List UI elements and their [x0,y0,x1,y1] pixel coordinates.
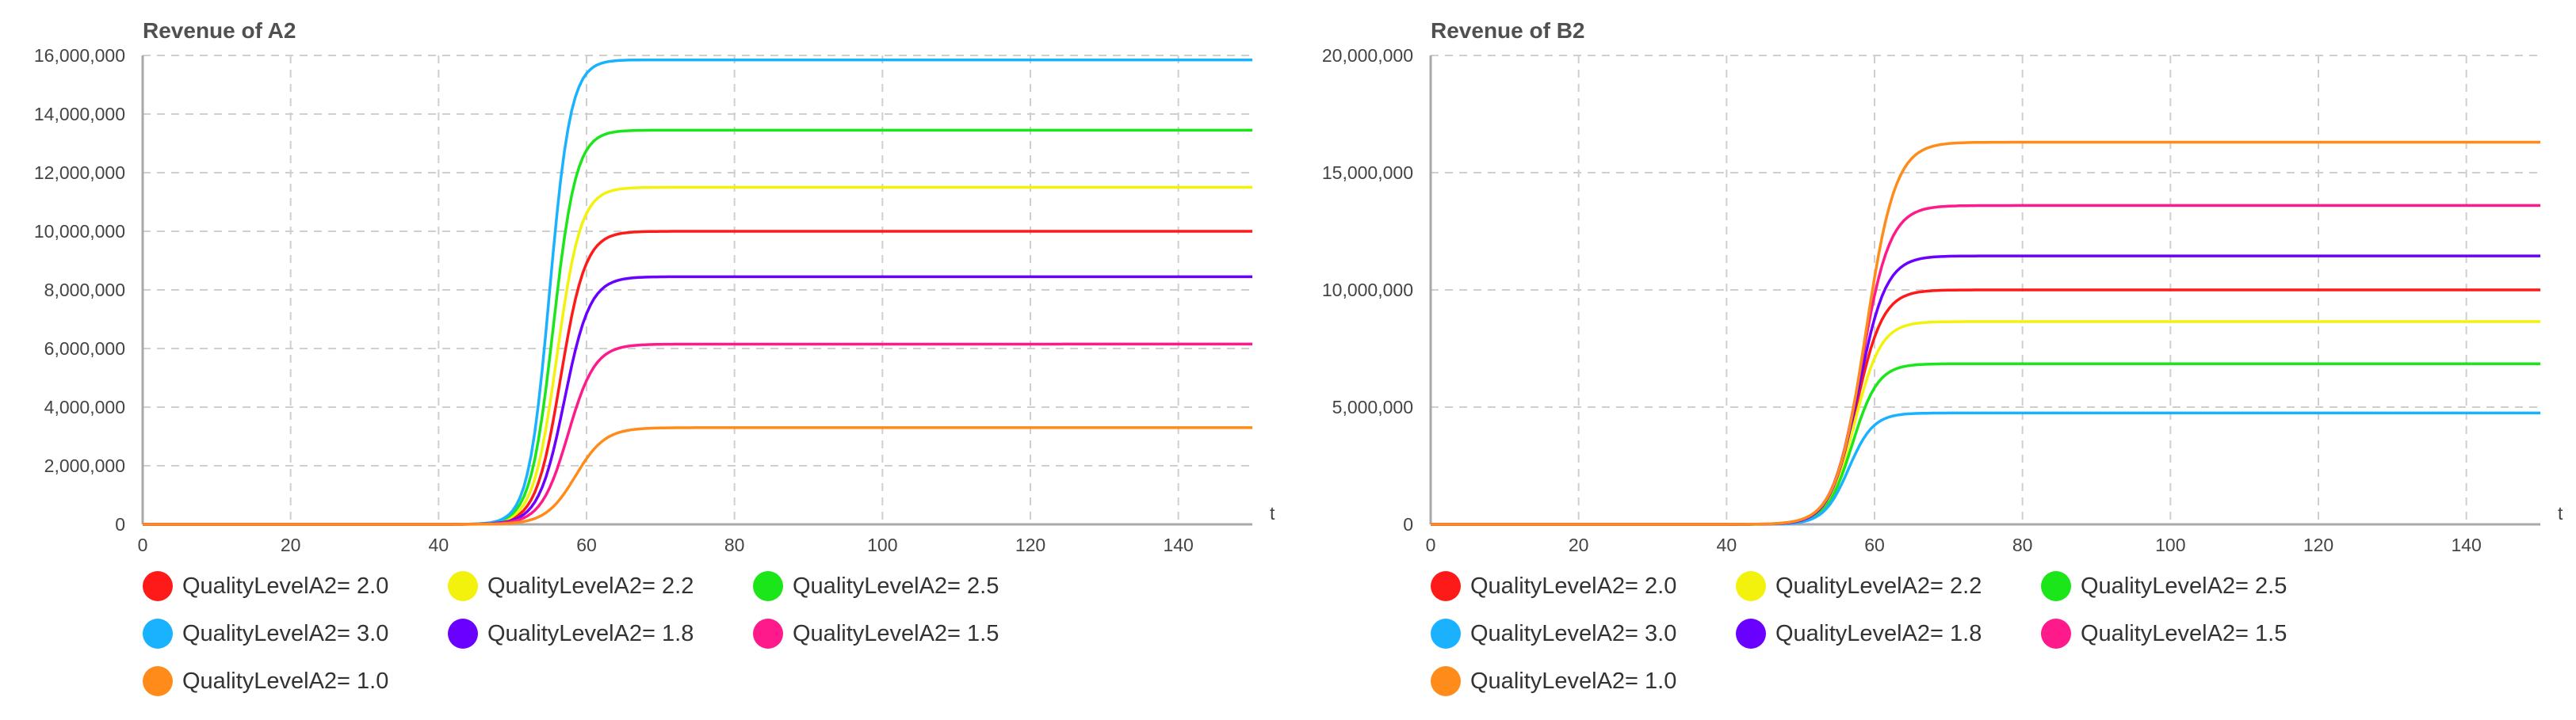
legend-item[interactable]: QualityLevelA2= 1.8 [1736,616,1982,651]
x-tick-label: 100 [2155,535,2185,555]
y-tick-label: 0 [115,514,125,535]
series-line-a2-2 [143,185,1252,526]
y-tick-label: 10,000,000 [34,221,125,242]
legend-item[interactable]: QualityLevelA2= 2.0 [143,569,388,604]
x-tick-label: 20 [1569,535,1589,555]
y-tick-label: 16,000,000 [34,45,125,66]
legend-label: QualityLevelA2= 1.5 [793,620,999,646]
legend-color-dot-icon [753,619,783,649]
legend-item[interactable]: QualityLevelA2= 3.0 [1431,616,1676,651]
y-tick-label: 12,000,000 [34,162,125,183]
series-line-a2-5 [143,275,1252,526]
series-line-b2-7 [1431,140,2540,526]
revenue-b2-legend: QualityLevelA2= 2.0 QualityLevelA2= 2.2 Qu… [1431,569,2540,711]
legend-item[interactable]: QualityLevelA2= 2.2 [1736,569,1982,604]
legend-label: QualityLevelA2= 1.0 [1470,668,1677,694]
legend-item[interactable]: QualityLevelA2= 2.5 [753,569,999,604]
legend-label: QualityLevelA2= 3.0 [182,620,389,646]
y-tick-label: 14,000,000 [34,104,125,124]
chart-title: Revenue of B2 [1431,18,1585,43]
legend-color-dot-icon [1431,571,1461,601]
y-tick-label: 0 [1403,514,1413,535]
y-tick-label: 15,000,000 [1322,162,1413,183]
legend-color-dot-icon [2041,619,2071,649]
legend-item[interactable]: QualityLevelA2= 3.0 [143,616,388,651]
legend-color-dot-icon [448,619,478,649]
legend-label: QualityLevelA2= 2.0 [182,573,389,599]
legend-item[interactable]: QualityLevelA2= 1.8 [448,616,694,651]
legend-color-dot-icon [1431,619,1461,649]
series-line-b2-4 [1431,411,2540,526]
y-tick-label: 6,000,000 [44,338,125,359]
revenue-b2-chart: Revenue of B2 0 20 40 60 80 100 120 140 0 5,000,00… [1322,18,2563,555]
x-tick-label: 40 [1717,535,1737,555]
series-line-a2-1 [143,230,1252,526]
legend-color-dot-icon [1736,619,1766,649]
y-tick-label: 8,000,000 [44,280,125,300]
x-axis-label: t [1270,503,1275,524]
x-tick-label: 140 [2451,535,2481,555]
y-tick-label: 20,000,000 [1322,45,1413,66]
legend-color-dot-icon [448,571,478,601]
x-tick-label: 80 [2012,535,2033,555]
legend-color-dot-icon [143,571,173,601]
series-line-a2-7 [143,426,1252,526]
x-axis-label: t [2558,503,2563,524]
series-line-a2-6 [143,342,1252,526]
legend-label: QualityLevelA2= 2.5 [2081,573,2287,599]
revenue-a2-legend: QualityLevelA2= 2.0 QualityLevelA2= 2.2 Qu… [143,569,1252,711]
legend-color-dot-icon [1431,666,1461,696]
x-tick-label: 120 [1015,535,1045,555]
x-tick-label: 60 [576,535,597,555]
x-tick-label: 60 [1864,535,1885,555]
legend-label: QualityLevelA2= 1.5 [2081,620,2287,646]
legend-label: QualityLevelA2= 2.2 [487,573,694,599]
legend-item[interactable]: QualityLevelA2= 1.5 [2041,616,2287,651]
x-tick-label: 0 [1426,535,1436,555]
y-tick-label: 5,000,000 [1332,397,1413,417]
legend-label: QualityLevelA2= 3.0 [1470,620,1677,646]
legend-label: QualityLevelA2= 2.5 [793,573,999,599]
x-tick-label: 120 [2303,535,2333,555]
series-line-b2-3 [1431,362,2540,526]
x-tick-label: 0 [138,535,148,555]
legend-label: QualityLevelA2= 2.2 [1775,573,1982,599]
legend-item[interactable]: QualityLevelA2= 1.5 [753,616,999,651]
y-tick-label: 2,000,000 [44,455,125,476]
y-tick-label: 10,000,000 [1322,280,1413,300]
legend-item[interactable]: QualityLevelA2= 1.0 [1431,664,1676,699]
x-tick-label: 140 [1163,535,1193,555]
legend-label: QualityLevelA2= 1.8 [487,620,694,646]
legend-color-dot-icon [753,571,783,601]
legend-item[interactable]: QualityLevelA2= 2.0 [1431,569,1676,604]
chart-title: Revenue of A2 [143,18,296,43]
legend-label: QualityLevelA2= 1.8 [1775,620,1982,646]
legend-label: QualityLevelA2= 1.0 [182,668,389,694]
legend-color-dot-icon [143,619,173,649]
legend-item[interactable]: QualityLevelA2= 1.0 [143,664,388,699]
legend-item[interactable]: QualityLevelA2= 2.2 [448,569,694,604]
revenue-b2-chart-panel: Revenue of B2 0 20 40 60 80 100 120 140 0 5,000,00… [1288,0,2576,720]
legend-item[interactable]: QualityLevelA2= 2.5 [2041,569,2287,604]
legend-color-dot-icon [1736,571,1766,601]
revenue-a2-chart: Revenue of A2 0 20 40 60 80 100 120 140 0 2,000,00… [34,18,1275,555]
legend-color-dot-icon [143,666,173,696]
legend-color-dot-icon [2041,571,2071,601]
x-tick-label: 40 [429,535,449,555]
x-tick-label: 80 [724,535,745,555]
y-tick-label: 4,000,000 [44,397,125,417]
revenue-a2-chart-panel: Revenue of A2 0 20 40 60 80 100 120 140 0 2,000,00… [34,18,1275,711]
series-line-b2-5 [1431,254,2540,526]
series-line-b2-2 [1431,320,2540,526]
legend-label: QualityLevelA2= 2.0 [1470,573,1677,599]
x-tick-label: 100 [867,535,897,555]
x-tick-label: 20 [281,535,301,555]
